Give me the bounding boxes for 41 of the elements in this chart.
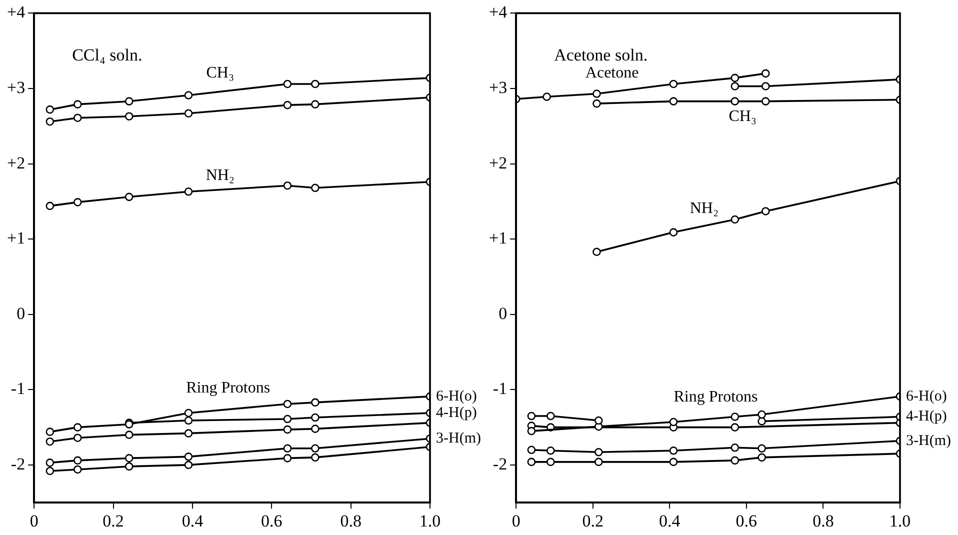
x-tick-label: 0	[512, 511, 520, 530]
y-tick-label: +4	[488, 2, 508, 22]
y-tick-label: -2	[10, 454, 26, 474]
annotation: CH₃	[206, 64, 234, 82]
y-tick-label: 0	[16, 304, 26, 323]
x-tick-label: 0.6	[261, 511, 282, 530]
x-tick-label: 1.0	[419, 511, 441, 530]
series-label: 6-H(o)	[436, 388, 477, 404]
annotation: Acetone	[585, 64, 639, 82]
series-label: 3-H(m)	[436, 430, 481, 447]
series-label: 4-H(p)	[906, 408, 947, 425]
series-label: 6-H(o)	[906, 388, 947, 404]
x-tick-label: 0	[30, 511, 38, 530]
y-tick-label: +4	[6, 2, 26, 22]
text: CCl₄ soln.	[72, 46, 142, 65]
x-tick-label: 0.8	[340, 511, 362, 530]
annotation: NH₂	[206, 166, 235, 184]
series-label: 3-H(m)	[906, 432, 951, 449]
text: Acetone soln.	[554, 46, 648, 65]
annotation: NH₂	[690, 200, 719, 218]
annotation: Ring Protons	[186, 379, 270, 396]
y-tick-label: +2	[488, 153, 508, 172]
annotation: CH₃	[728, 108, 756, 126]
x-tick-label: 0.4	[182, 511, 204, 530]
x-tick-label: 0.4	[659, 511, 681, 530]
x-tick-label: 0.2	[102, 511, 124, 530]
x-tick-label: 0.2	[582, 511, 604, 530]
y-tick-label: -1	[492, 379, 508, 398]
y-tick-label: -1	[10, 379, 26, 398]
y-tick-label: +2	[6, 153, 26, 172]
y-tick-label: +1	[6, 228, 26, 248]
y-tick-label: +1	[488, 228, 508, 248]
y-tick-label: -2	[492, 454, 508, 474]
y-tick-label: +3	[6, 78, 26, 97]
x-tick-label: 1.0	[889, 511, 911, 530]
x-tick-label: 0.8	[812, 511, 834, 530]
annotation: Ring Protons	[674, 388, 758, 406]
y-tick-label: +3	[488, 78, 508, 97]
series-label: 4-H(p)	[436, 404, 477, 421]
x-tick-label: 0.6	[736, 511, 758, 530]
y-tick-label: 0	[498, 304, 508, 323]
